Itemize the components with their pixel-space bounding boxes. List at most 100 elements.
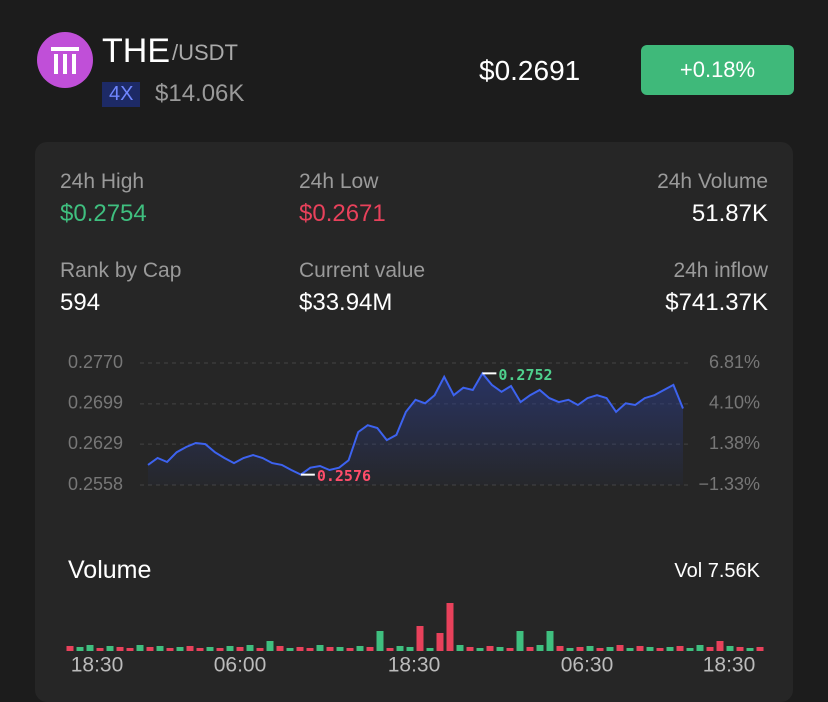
volume-bar — [166, 648, 174, 651]
volume-bar — [106, 646, 114, 651]
volume-bar — [426, 648, 434, 651]
y-tick-label: 0.2558 — [68, 474, 123, 494]
volume-bar — [486, 646, 494, 651]
volume-bar — [136, 645, 144, 651]
volume-bar — [216, 648, 224, 651]
volume-bar — [66, 646, 74, 651]
volume-bar — [526, 647, 534, 651]
stat-value: $741.37K — [665, 289, 768, 316]
annotation-max: 0.2752 — [498, 366, 552, 384]
volume-bar — [126, 648, 134, 651]
y-tick-label: 0.2629 — [68, 433, 123, 453]
stat-label: Current value — [299, 259, 426, 282]
volume-bar — [256, 648, 264, 651]
volume-bar — [366, 647, 374, 651]
volume-bar — [266, 641, 274, 651]
volume-bar — [76, 647, 84, 651]
price: $0.2691 — [479, 55, 581, 86]
volume-bar — [176, 647, 184, 651]
volume-bar — [676, 646, 684, 651]
volume-bar — [146, 647, 154, 651]
volume-bar — [576, 647, 584, 651]
volume-bar — [666, 647, 674, 651]
x-tick-label: 18:30 — [388, 654, 441, 677]
stat-label: 24h Volume — [657, 170, 768, 193]
stat-label: Rank by Cap — [60, 259, 182, 282]
y-tick-label: 0.2770 — [68, 352, 123, 372]
volume-bar — [406, 647, 414, 651]
volume-bar — [506, 648, 514, 651]
y2-tick-label: 6.81% — [709, 352, 760, 372]
volume-bar — [456, 645, 464, 651]
volume-bar — [436, 633, 444, 651]
volume-bar — [756, 647, 764, 651]
volume-bar — [586, 646, 594, 651]
volume-bar — [626, 648, 634, 651]
coin-logo — [37, 32, 93, 88]
volume-bar — [516, 631, 524, 651]
cap: $14.06K — [155, 80, 245, 107]
stat-label: 24h High — [60, 170, 145, 193]
y2-tick-label: −1.33% — [698, 474, 760, 494]
volume-bar — [346, 648, 354, 651]
volume-bar — [606, 647, 614, 651]
volume-bar — [476, 648, 484, 651]
volume-bar — [736, 647, 744, 651]
volume-bar — [596, 648, 604, 651]
stat-value: $0.2754 — [60, 200, 147, 227]
volume-bar — [96, 648, 104, 651]
volume-bar — [356, 646, 364, 651]
volume-bar — [566, 648, 574, 651]
volume-bar — [706, 647, 714, 651]
volume-bar — [236, 647, 244, 651]
price-area — [148, 373, 683, 485]
price-line — [147, 371, 684, 476]
volume-bar — [746, 648, 754, 651]
volume-bar — [446, 603, 454, 651]
volume-bar — [496, 647, 504, 651]
volume-bar — [276, 646, 284, 651]
volume-bar — [116, 647, 124, 651]
volume-bar — [696, 645, 704, 651]
annotation-min: 0.2576 — [317, 467, 371, 485]
volume-bar — [306, 648, 314, 651]
volume-bar — [156, 646, 164, 651]
volume-bar — [226, 646, 234, 651]
leverage: 4X — [102, 82, 141, 107]
volume-bar — [546, 631, 554, 651]
volume-bar — [646, 647, 654, 651]
volume-bar — [326, 647, 334, 651]
y2-tick-label: 1.38% — [709, 433, 760, 453]
volume-bar — [316, 645, 324, 651]
volume-bar — [536, 645, 544, 651]
x-tick-label: 06:30 — [561, 654, 614, 677]
symbol: THE — [102, 32, 170, 70]
stat-label: 24h inflow — [673, 259, 768, 282]
volume-bar — [656, 648, 664, 651]
y-tick-label: 0.2699 — [68, 393, 123, 413]
volume-bar — [686, 648, 694, 651]
volume-title: Volume — [68, 556, 152, 584]
x-tick-label: 18:30 — [71, 654, 124, 677]
volume-bar — [336, 647, 344, 651]
volume-bar — [286, 648, 294, 651]
charts: 0.2770 0.2699 0.2629 0.2558 6.81% 4.10% 1.38% −… — [66, 352, 764, 677]
x-tick-label: 18:30 — [703, 654, 756, 677]
volume-bar — [556, 646, 564, 651]
page: THE /USDT 4X $14.06K $0.2691 +0.18% 24h … — [37, 32, 794, 677]
stat-value: $33.94M — [299, 289, 393, 316]
stat-value: 51.87K — [691, 200, 768, 227]
volume-bar — [396, 646, 404, 651]
volume-bar — [726, 646, 734, 651]
volume-bar — [716, 641, 724, 651]
volume-bar — [186, 646, 194, 651]
stat-value: $0.2671 — [299, 200, 386, 227]
volume-bar — [386, 648, 394, 651]
volume-bar — [616, 645, 624, 651]
volume-bar — [86, 645, 94, 651]
volume-bar — [206, 647, 214, 651]
change-badge[interactable]: +0.18% — [641, 45, 794, 95]
volume-bar — [376, 631, 384, 651]
stat-value: 594 — [60, 289, 101, 316]
volume-bar — [636, 646, 644, 651]
